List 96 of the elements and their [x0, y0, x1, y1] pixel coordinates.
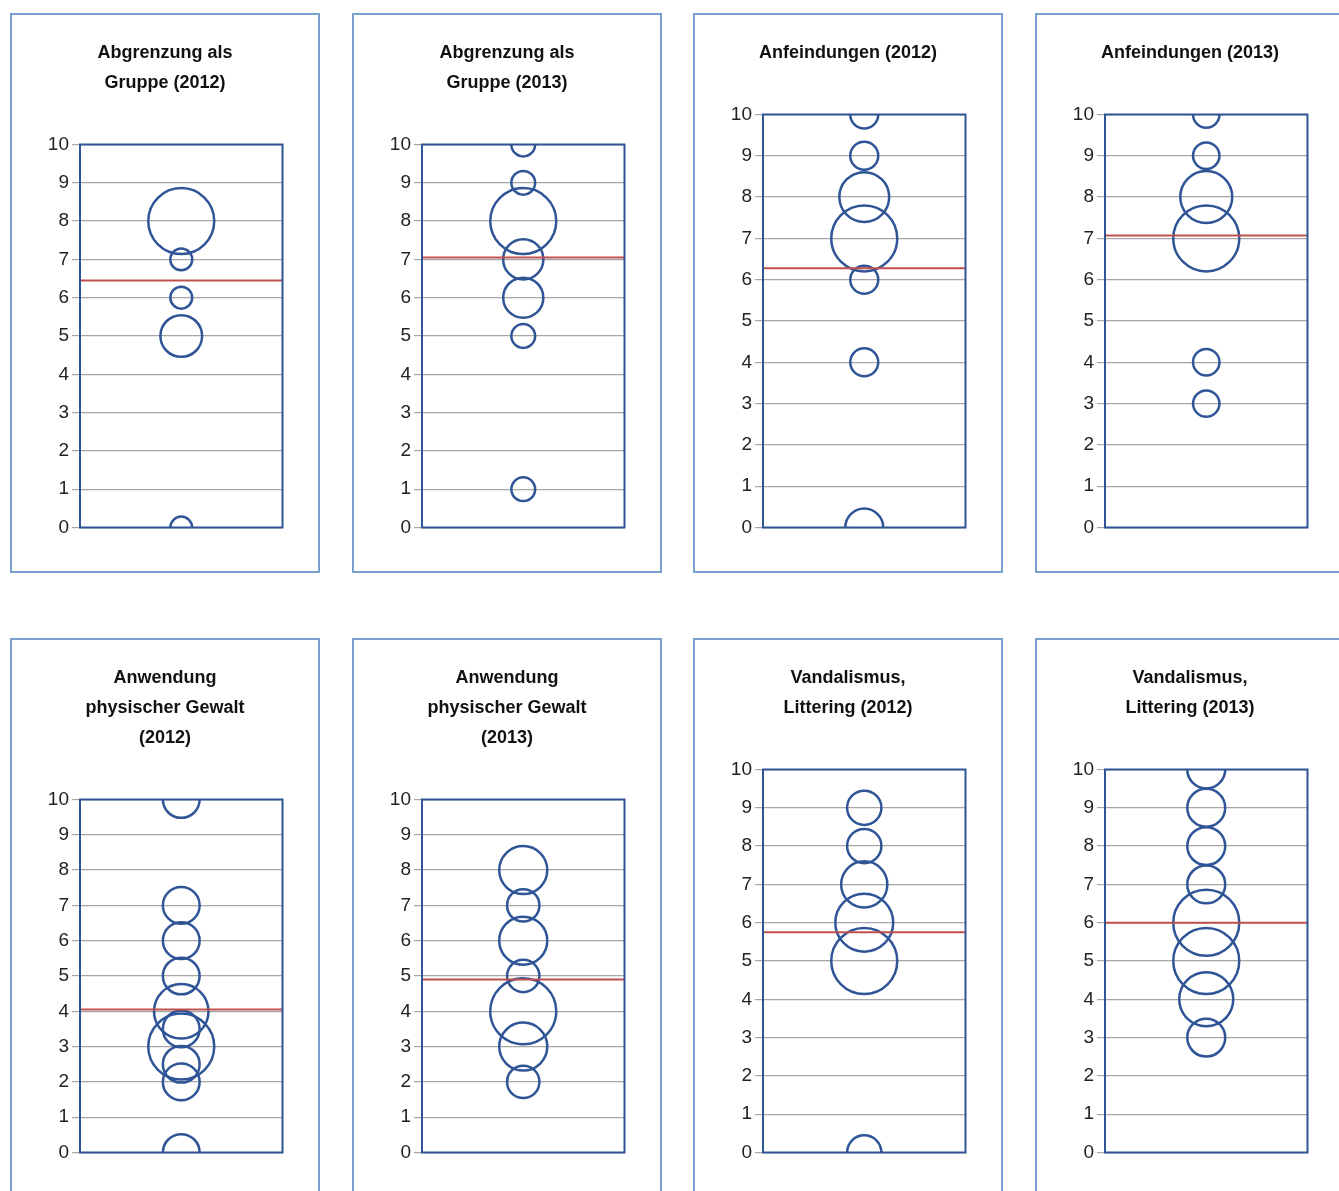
chart-title: Abgrenzung als Gruppe (2013) — [438, 41, 576, 94]
y-tick-label: 9 — [58, 823, 69, 845]
y-tick-label: 4 — [741, 987, 753, 1009]
y-tick-label: 4 — [58, 362, 70, 384]
y-tick-label: 0 — [58, 515, 69, 537]
y-tick-label: 6 — [741, 910, 752, 932]
y-tick-label: 9 — [741, 144, 752, 166]
y-tick-label: 2 — [1083, 1064, 1094, 1086]
y-tick-label: 8 — [1083, 834, 1094, 856]
y-tick-label: 10 — [1072, 757, 1094, 779]
chart-title: Anfeindungen (2013) — [1100, 41, 1280, 64]
y-tick-label: 1 — [741, 1102, 752, 1124]
y-tick-label: 3 — [1083, 1025, 1094, 1047]
y-tick-label: 7 — [741, 226, 752, 248]
y-tick-label: 7 — [58, 247, 69, 269]
chart-title: Anwendung physischer Gewalt (2012) — [84, 666, 246, 749]
y-tick-label: 6 — [58, 285, 69, 307]
y-tick-label: 2 — [400, 439, 411, 461]
chart-title: Anwendung physischer Gewalt (2013) — [426, 666, 588, 749]
y-tick-label: 4 — [741, 350, 753, 372]
y-tick-label: 5 — [400, 324, 411, 346]
y-tick-label: 9 — [1083, 796, 1094, 818]
y-tick-label: 1 — [1083, 474, 1094, 496]
y-tick-label: 8 — [1083, 185, 1094, 207]
y-tick-label: 7 — [1083, 872, 1094, 894]
y-tick-label: 10 — [1072, 102, 1094, 124]
y-tick-label: 5 — [400, 964, 411, 986]
y-tick-label: 9 — [400, 171, 411, 193]
y-tick-label: 3 — [58, 400, 69, 422]
y-tick-label: 0 — [741, 1140, 752, 1162]
y-tick-label: 5 — [1083, 949, 1094, 971]
y-tick-label: 5 — [741, 309, 752, 331]
y-tick-label: 2 — [400, 1070, 411, 1092]
y-tick-label: 5 — [58, 964, 69, 986]
y-tick-label: 8 — [400, 209, 411, 231]
chart-title: Abgrenzung als Gruppe (2012) — [96, 41, 234, 94]
y-tick-label: 3 — [400, 400, 411, 422]
y-tick-label: 8 — [741, 834, 752, 856]
y-tick-label: 6 — [1083, 267, 1094, 289]
y-tick-label: 0 — [400, 515, 411, 537]
y-tick-label: 1 — [400, 477, 411, 499]
y-tick-label: 0 — [1083, 515, 1094, 537]
y-tick-label: 9 — [741, 796, 752, 818]
y-tick-label: 8 — [400, 858, 411, 880]
y-tick-label: 0 — [58, 1140, 69, 1162]
y-tick-label: 5 — [58, 324, 69, 346]
y-tick-label: 7 — [58, 893, 69, 915]
y-tick-label: 10 — [47, 132, 69, 154]
y-tick-label: 4 — [1083, 987, 1095, 1009]
y-tick-label: 6 — [741, 267, 752, 289]
y-tick-label: 7 — [1083, 226, 1094, 248]
y-tick-label: 1 — [400, 1105, 411, 1127]
y-tick-label: 5 — [1083, 309, 1094, 331]
y-tick-label: 10 — [730, 757, 752, 779]
y-tick-label: 6 — [1083, 910, 1094, 932]
y-tick-label: 4 — [58, 999, 70, 1021]
y-tick-label: 1 — [58, 477, 69, 499]
y-tick-label: 7 — [741, 872, 752, 894]
y-tick-label: 6 — [400, 928, 411, 950]
y-tick-label: 4 — [400, 362, 412, 384]
y-tick-label: 7 — [400, 247, 411, 269]
y-tick-label: 5 — [741, 949, 752, 971]
y-tick-label: 3 — [400, 1034, 411, 1056]
y-tick-label: 9 — [58, 171, 69, 193]
y-tick-label: 2 — [741, 433, 752, 455]
y-tick-label: 1 — [1083, 1102, 1094, 1124]
y-tick-label: 2 — [58, 1070, 69, 1092]
y-tick-label: 0 — [400, 1140, 411, 1162]
y-tick-label: 6 — [58, 928, 69, 950]
y-tick-label: 3 — [58, 1034, 69, 1056]
y-tick-label: 0 — [1083, 1140, 1094, 1162]
y-tick-label: 2 — [1083, 433, 1094, 455]
y-tick-label: 10 — [389, 787, 411, 809]
y-tick-label: 8 — [58, 209, 69, 231]
y-tick-label: 3 — [1083, 391, 1094, 413]
y-tick-label: 10 — [389, 132, 411, 154]
y-tick-label: 3 — [741, 391, 752, 413]
y-tick-label: 2 — [741, 1064, 752, 1086]
chart-title: Vandalismus, Littering (2012) — [782, 666, 914, 719]
y-tick-label: 4 — [1083, 350, 1095, 372]
y-tick-label: 1 — [58, 1105, 69, 1127]
y-tick-label: 10 — [47, 787, 69, 809]
y-tick-label: 3 — [741, 1025, 752, 1047]
y-tick-label: 10 — [730, 102, 752, 124]
y-tick-label: 8 — [741, 185, 752, 207]
y-tick-label: 2 — [58, 439, 69, 461]
chart-title: Anfeindungen (2012) — [758, 41, 938, 64]
y-tick-label: 7 — [400, 893, 411, 915]
y-tick-label: 9 — [400, 823, 411, 845]
y-tick-label: 0 — [741, 515, 752, 537]
y-tick-label: 6 — [400, 285, 411, 307]
y-tick-label: 8 — [58, 858, 69, 880]
y-tick-label: 4 — [400, 999, 412, 1021]
y-tick-label: 9 — [1083, 144, 1094, 166]
y-tick-label: 1 — [741, 474, 752, 496]
chart-title: Vandalismus, Littering (2013) — [1124, 666, 1256, 719]
